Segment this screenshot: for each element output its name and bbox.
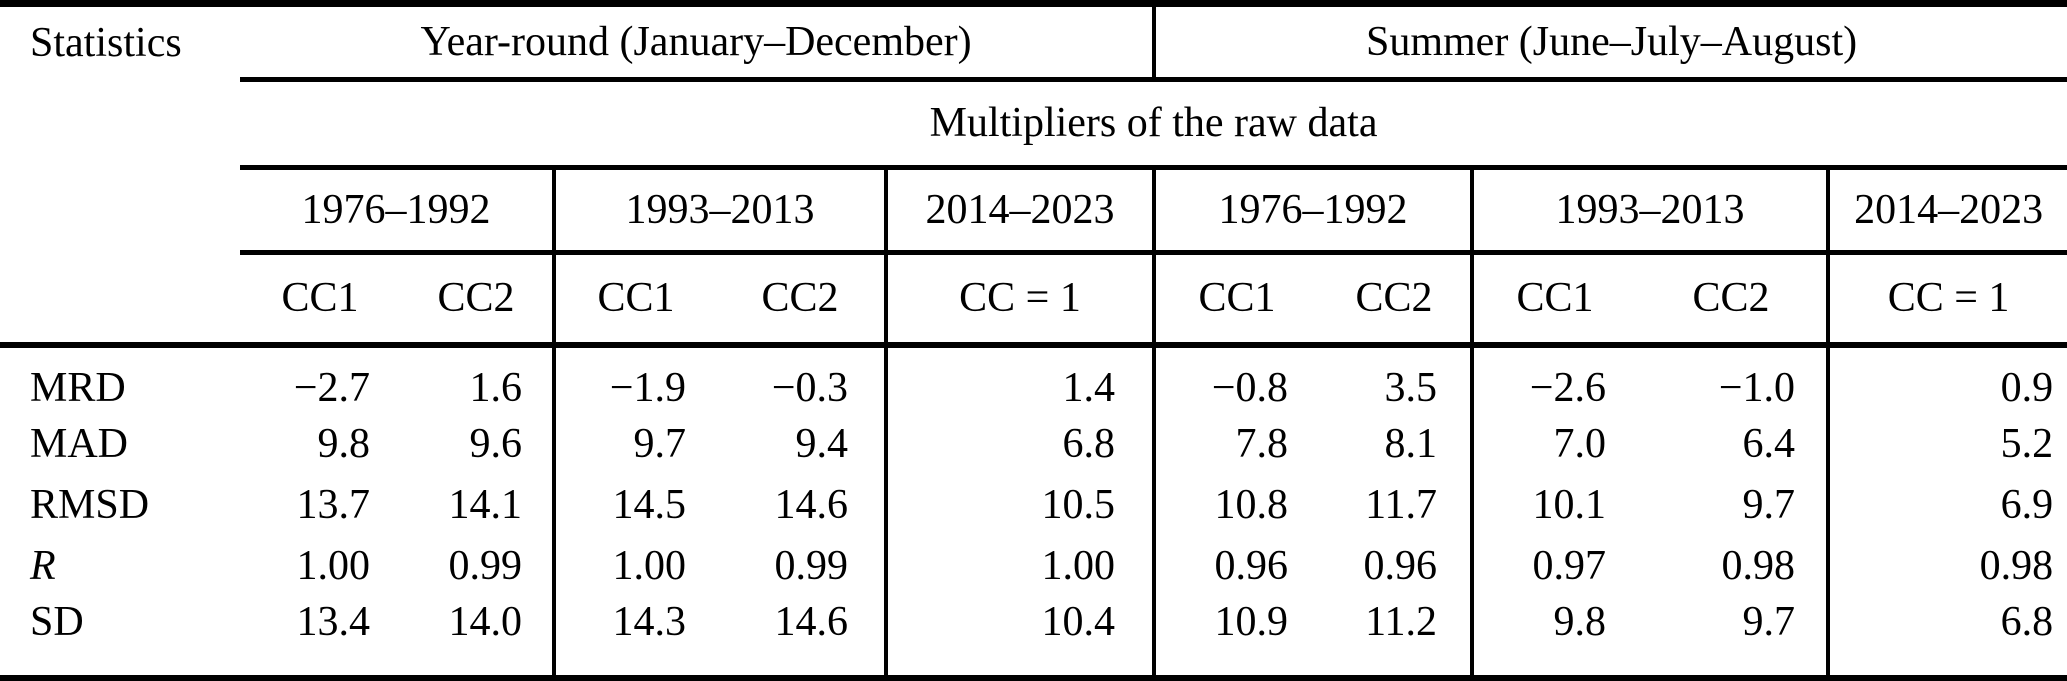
period-header: 1976–1992 — [1152, 167, 1473, 255]
value-cell: 10.8 — [1152, 474, 1319, 536]
value-cell: 10.5 — [883, 474, 1155, 536]
cc-header: CC1 — [1470, 252, 1637, 348]
value-cell: 9.8 — [1470, 596, 1637, 681]
value-cell: 14.3 — [552, 596, 716, 681]
season-header-row: Statistics Year-round (January–December)… — [0, 0, 2067, 82]
value-cell: −0.3 — [771, 365, 848, 412]
empty-cell — [0, 168, 240, 252]
value-cell: 0.98 — [1721, 542, 1796, 589]
season-header-summer: Summer (June–July–August) — [1152, 0, 2067, 82]
value-cell: 6.9 — [1826, 474, 2067, 536]
value-cell: 10.1 — [1470, 474, 1637, 536]
value-cell: −1.0 — [1718, 365, 1796, 412]
value-cell: −1.9 — [552, 344, 716, 414]
value-cell: 3.5 — [1384, 365, 1438, 412]
period-header: 2014–2023 — [1826, 167, 2067, 255]
value-cell: 1.00 — [296, 542, 371, 589]
cc-header: CC2 — [1318, 252, 1473, 348]
value-cell: 8.1 — [1384, 420, 1438, 467]
value-cell: 14.6 — [774, 481, 849, 528]
value-cell: 14.6 — [716, 596, 886, 681]
value-cell: 1.00 — [883, 535, 1155, 597]
value-cell: 9.7 — [1742, 481, 1796, 528]
value-cell: 0.96 — [1152, 535, 1319, 597]
cc-header: CC = 1 — [1826, 252, 2067, 348]
value-cell: −2.7 — [293, 365, 370, 412]
cc-header: CC1 — [552, 252, 716, 348]
subtitle: Multipliers of the raw data — [240, 79, 2067, 171]
value-cell: 9.7 — [1636, 596, 1829, 681]
value-cell: 10.4 — [883, 596, 1155, 681]
cc-header: CC2 — [716, 252, 886, 348]
cc-header: CC2 — [1636, 252, 1829, 348]
cc-header: CC2 — [400, 252, 554, 348]
value-cell: 0.99 — [774, 542, 849, 589]
value-cell: 0.98 — [1826, 535, 2067, 597]
row-label: SD — [0, 596, 240, 681]
value-cell: 7.8 — [1152, 413, 1319, 475]
period-header: 2014–2023 — [883, 167, 1155, 255]
cc-header-row: CC1 CC2 CC1 CC2 CC = 1 CC1 CC2 CC1 CC2 C… — [0, 252, 2067, 348]
value-cell: −0.8 — [1152, 344, 1319, 414]
table-row: MRD −2.7 1.6 −1.9 −0.3 1.4 −0.8 3.5 −2.6… — [0, 344, 2067, 414]
value-cell: 0.97 — [1470, 535, 1637, 597]
table-row: R 1.00 0.99 1.00 0.99 1.00 0.96 0.96 0.9… — [0, 535, 2067, 597]
value-cell: 13.7 — [296, 481, 371, 528]
value-cell: 1.4 — [883, 344, 1155, 414]
table-row: MAD 9.8 9.6 9.7 9.4 6.8 7.8 8.1 7.0 6.4 … — [0, 413, 2067, 475]
value-cell: 5.2 — [1826, 413, 2067, 475]
period-header: 1993–2013 — [552, 167, 886, 255]
value-cell: 11.7 — [1365, 481, 1438, 528]
value-cell: 6.8 — [883, 413, 1155, 475]
cc-header: CC1 — [240, 252, 400, 348]
empty-cell — [0, 252, 240, 348]
table-row: RMSD 13.7 14.1 14.5 14.6 10.5 10.8 11.7 … — [0, 474, 2067, 536]
row-label: MAD — [30, 420, 129, 467]
value-cell: 9.6 — [469, 420, 523, 467]
value-cell: 7.0 — [1470, 413, 1637, 475]
value-cell: 9.8 — [317, 420, 371, 467]
value-cell: 0.96 — [1363, 542, 1438, 589]
value-cell: 10.9 — [1152, 596, 1319, 681]
period-header: 1993–2013 — [1470, 167, 1829, 255]
cc-header: CC1 — [1152, 252, 1319, 348]
value-cell: 1.00 — [552, 535, 716, 597]
value-cell: 14.1 — [448, 481, 523, 528]
value-cell: 9.4 — [795, 420, 849, 467]
value-cell: 13.4 — [240, 596, 400, 681]
row-label: MRD — [30, 365, 126, 412]
empty-cell — [0, 79, 240, 167]
season-header-year-round: Year-round (January–December) — [240, 0, 1155, 82]
corner-header: Statistics — [0, 0, 240, 80]
value-cell: 0.99 — [448, 542, 523, 589]
row-label: R — [30, 542, 56, 589]
period-header-row: 1976–1992 1993–2013 2014–2023 1976–1992 … — [0, 167, 2067, 255]
value-cell: −2.6 — [1470, 344, 1637, 414]
period-header: 1976–1992 — [240, 167, 554, 255]
cc-header: CC = 1 — [883, 252, 1155, 348]
table-row: SD 13.4 14.0 14.3 14.6 10.4 10.9 11.2 9.… — [0, 596, 2067, 681]
value-cell: 14.0 — [400, 596, 554, 681]
value-cell: 1.6 — [469, 365, 523, 412]
value-cell: 14.5 — [552, 474, 716, 536]
value-cell: 6.8 — [1826, 596, 2067, 681]
row-label: RMSD — [30, 481, 150, 528]
value-cell: 11.2 — [1318, 596, 1473, 681]
value-cell: 0.9 — [1826, 344, 2067, 414]
value-cell: 6.4 — [1742, 420, 1796, 467]
subtitle-row: Multipliers of the raw data — [0, 79, 2067, 171]
value-cell: 9.7 — [552, 413, 716, 475]
